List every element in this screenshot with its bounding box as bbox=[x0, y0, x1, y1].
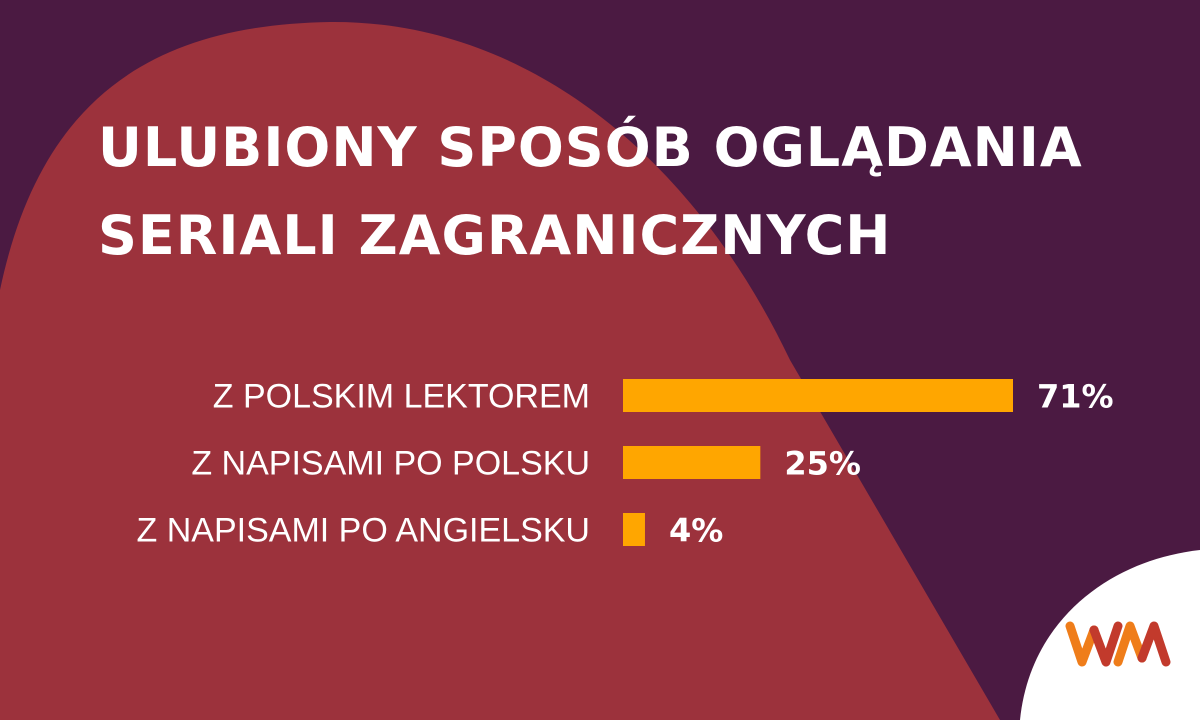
chart-title-line-1: ULUBIONY SPOSÓB OGLĄDANIA bbox=[98, 116, 1083, 179]
logo-badge-background bbox=[1020, 550, 1200, 720]
logo-m-left-stroke bbox=[1113, 621, 1147, 667]
bar bbox=[623, 513, 645, 546]
category-label: Z POLSKIM LEKTOREM bbox=[213, 378, 590, 416]
bar-value-label: 4% bbox=[669, 512, 723, 550]
logo-badge bbox=[1020, 550, 1200, 720]
wm-logo bbox=[1065, 621, 1171, 667]
category-label: Z NAPISAMI PO POLSKU bbox=[191, 445, 590, 483]
logo-m-right-stroke bbox=[1137, 621, 1171, 667]
chart-title-line-2: SERIALI ZAGRANICZNYCH bbox=[98, 204, 892, 267]
category-label: Z NAPISAMI PO ANGIELSKU bbox=[137, 512, 590, 550]
background-arch-shape bbox=[0, 21, 1000, 720]
chart-title: ULUBIONY SPOSÓB OGLĄDANIA SERIALI ZAGRAN… bbox=[98, 104, 1083, 280]
bar-value-label: 71% bbox=[1037, 378, 1114, 416]
logo-w-left-stroke bbox=[1065, 621, 1099, 667]
logo-w-right-stroke bbox=[1089, 621, 1123, 667]
bar bbox=[623, 379, 1013, 412]
bar bbox=[623, 446, 761, 479]
bar-value-label: 25% bbox=[784, 445, 861, 483]
